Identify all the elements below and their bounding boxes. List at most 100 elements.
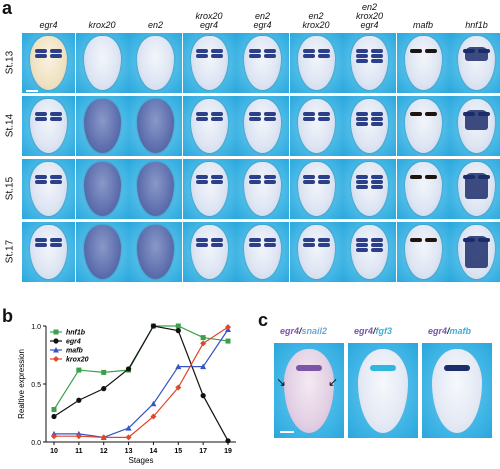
- expression-stripe: [302, 112, 315, 116]
- expression-stripe: [424, 49, 437, 53]
- embryo: [83, 162, 121, 216]
- data-point-circle: [101, 386, 107, 392]
- expression-stripe: [371, 117, 383, 121]
- expression-stripe: [50, 180, 62, 184]
- hindbrain-stain: [465, 236, 488, 268]
- expression-stripe: [195, 112, 208, 116]
- column-header-line: egr4: [39, 20, 58, 30]
- data-point-circle: [200, 393, 206, 399]
- data-point-square: [101, 369, 107, 375]
- embryo-image: [129, 33, 182, 93]
- series-line-egr4: [53, 325, 229, 442]
- expression-stripe: [210, 117, 223, 121]
- embryo: [351, 162, 388, 216]
- data-point-circle: [51, 413, 57, 420]
- expression-stripe: [409, 49, 422, 53]
- expression-stripe: [409, 238, 422, 242]
- arrow-icon: ↘: [276, 375, 287, 389]
- expression-stripe: [302, 54, 315, 58]
- expression-stripe: [371, 238, 383, 242]
- expression-stripe: [371, 248, 383, 252]
- panel-c-label-part: /: [299, 326, 302, 336]
- embryo: [297, 36, 335, 90]
- expression-stripe: [35, 243, 47, 247]
- expression-stripe: [195, 243, 208, 247]
- expression-stripe: [264, 54, 276, 58]
- embryo: [244, 225, 281, 279]
- expression-stripe: [264, 238, 276, 242]
- embryo-image: [75, 33, 129, 93]
- embryo: [358, 349, 408, 433]
- x-tick-label: 12: [100, 448, 108, 455]
- expression-stripe: [249, 180, 261, 184]
- data-point-diamond: [53, 356, 59, 362]
- y-tick-label: 1.0: [31, 324, 41, 331]
- embryo-image: [22, 33, 75, 93]
- legend-label: krox20: [66, 357, 89, 364]
- embryo: [458, 36, 495, 90]
- arrow-icon: ↙: [328, 375, 339, 389]
- panel-c-label-part: /: [447, 326, 450, 336]
- data-point-square: [51, 407, 57, 413]
- embryo: [404, 162, 442, 216]
- scale-bar: [280, 431, 294, 433]
- embryo-image: [396, 33, 450, 93]
- expression-stripe: [317, 49, 330, 53]
- expression-stripe: [424, 238, 437, 242]
- expression-stripe: [50, 243, 62, 247]
- embryo: [190, 162, 228, 216]
- expression-stripe: [424, 112, 437, 116]
- panel-c-embryo-image: ↘ ↙: [274, 343, 344, 438]
- column-header-line: hnf1b: [465, 20, 488, 30]
- embryo-image: [343, 159, 396, 219]
- hindbrain-stain: [465, 173, 488, 199]
- column-header-line: egr4: [199, 20, 218, 30]
- expression-stripe: [264, 117, 276, 121]
- legend-label: egr4: [66, 339, 81, 346]
- column-header-3: krox20 egr4: [183, 12, 236, 30]
- expression-stripe: [210, 112, 223, 116]
- embryo: [137, 162, 174, 216]
- embryo-image: [22, 96, 75, 156]
- x-tick-label: 19: [224, 448, 232, 455]
- expression-stripe: [50, 238, 62, 242]
- embryo: [190, 99, 228, 153]
- hindbrain-stain: [465, 47, 488, 61]
- expression-stripe: [264, 243, 276, 247]
- data-point-square: [76, 367, 82, 373]
- embryo: [351, 36, 388, 90]
- y-tick-label: 0.0: [31, 440, 41, 447]
- panel-c-label-part: mafb: [449, 326, 472, 336]
- legend-label: mafb: [66, 348, 83, 355]
- expression-stripe: [249, 49, 261, 53]
- data-point-circle: [175, 328, 181, 334]
- expression-stripe: [264, 112, 276, 116]
- embryo: [297, 99, 335, 153]
- expression-stripe: [356, 185, 368, 189]
- embryo: [137, 99, 174, 153]
- expression-stripe: [356, 54, 368, 58]
- embryo: [351, 99, 388, 153]
- column-header-1: krox20: [76, 21, 129, 30]
- column-header-line: egr4: [360, 20, 379, 30]
- data-point-triangle: [200, 363, 207, 370]
- expression-stripe: [356, 122, 368, 126]
- expression-stripe: [371, 49, 383, 53]
- embryo-image: [289, 222, 343, 282]
- expression-stripe: [35, 112, 47, 116]
- x-tick-label: 14: [150, 448, 158, 455]
- expression-stripe: [264, 175, 276, 179]
- embryo-image: [129, 96, 182, 156]
- panel-c-label-2: egr4/mafb: [428, 326, 471, 336]
- panel-c-letter: c: [258, 310, 269, 330]
- expression-stripe: [356, 49, 368, 53]
- column-header-line: en2: [254, 11, 271, 21]
- hindbrain-stain: [465, 110, 488, 130]
- embryo-image: [182, 96, 236, 156]
- x-tick-label: 15: [174, 448, 182, 455]
- expression-stripe: [371, 180, 383, 184]
- embryo: [297, 225, 335, 279]
- embryo-image: [450, 33, 500, 93]
- expression-stripe: [302, 243, 315, 247]
- embryo-image: [396, 159, 450, 219]
